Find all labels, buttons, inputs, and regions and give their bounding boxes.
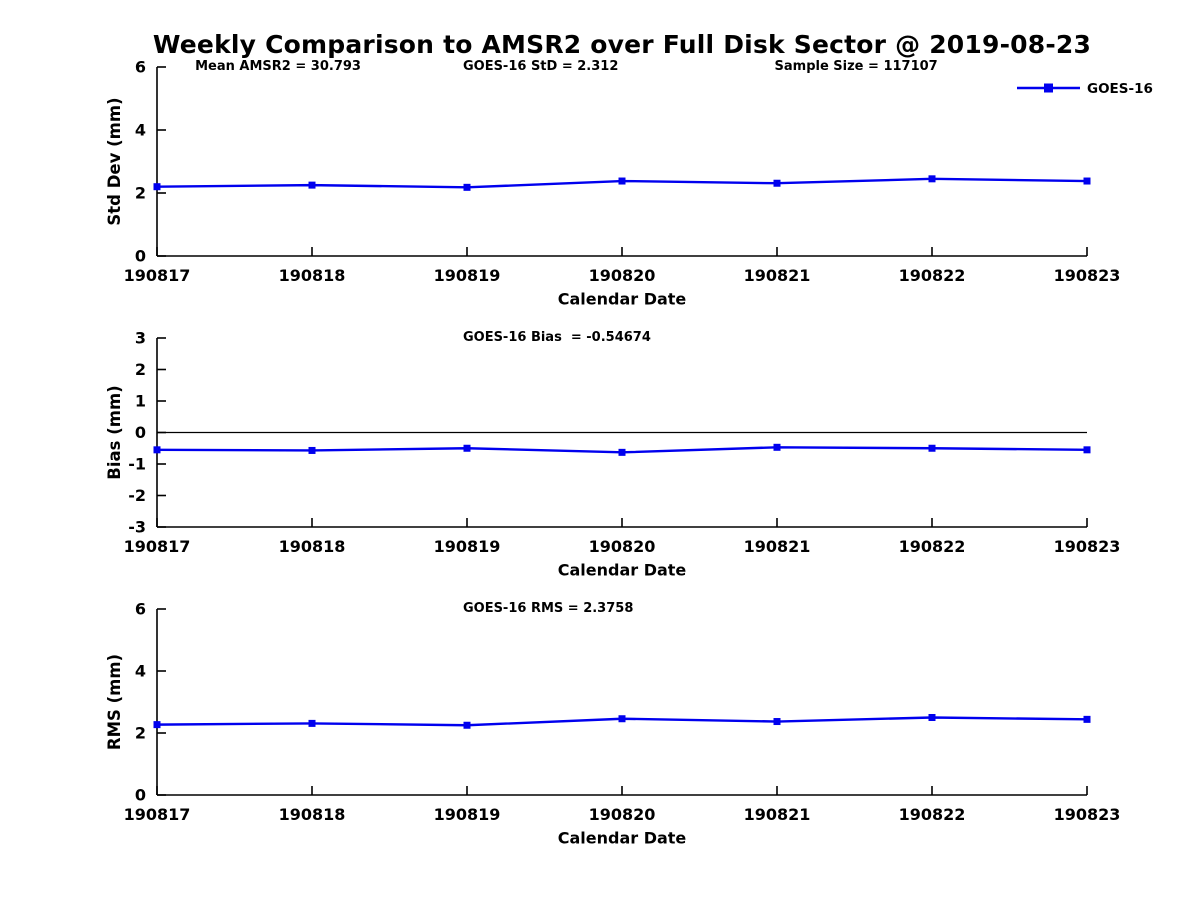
y-tick-label: 2 (135, 360, 146, 379)
goes-16-marker (308, 181, 316, 189)
goes-16-marker (618, 715, 626, 723)
goes-16-marker (308, 719, 316, 727)
goes-16-marker (463, 721, 471, 729)
y-axis-title: Std Dev (mm) (105, 97, 124, 225)
y-tick-label: 6 (135, 600, 146, 619)
goes-16-marker (773, 179, 781, 187)
x-tick-label: 190818 (279, 266, 346, 285)
x-tick-label: 190817 (124, 805, 191, 824)
x-tick-label: 190819 (434, 537, 501, 556)
goes-16-marker (928, 175, 936, 183)
goes-16-marker (618, 448, 626, 456)
goes-16-marker (153, 183, 161, 191)
goes-16-marker (1083, 446, 1091, 454)
y-tick-label: 2 (135, 184, 146, 203)
bias-plot: -3 -2 -1 0 1 2 3 190817 190818 190819 190820 190821… (105, 329, 1120, 580)
x-tick-label: 190817 (124, 266, 191, 285)
std-dev-plot: 0 2 4 6 190817 190818 190819 190820 190821 190822… (105, 58, 1120, 309)
annotation: GOES-16 StD = 2.312 (463, 59, 618, 74)
goes-16-marker (308, 446, 316, 454)
x-axis-title: Calendar Date (558, 829, 687, 848)
annotation: Sample Size = 117107 (775, 59, 938, 74)
x-tick-label: 190818 (279, 805, 346, 824)
x-tick-label: 190821 (744, 805, 811, 824)
legend-marker (1044, 83, 1053, 93)
x-tick-label: 190823 (1054, 537, 1121, 556)
y-tick-label: 2 (135, 724, 146, 743)
goes-16-marker (153, 721, 161, 729)
x-tick-label: 190819 (434, 266, 501, 285)
goes-16-marker (463, 444, 471, 452)
x-tick-label: 190821 (744, 537, 811, 556)
y-tick-label: -1 (128, 455, 146, 474)
goes-16-marker (1083, 177, 1091, 185)
x-tick-label: 190817 (124, 537, 191, 556)
annotation: GOES-16 Bias = -0.54674 (463, 330, 651, 345)
y-tick-label: 0 (135, 247, 146, 266)
x-tick-label: 190818 (279, 537, 346, 556)
y-tick-label: 4 (135, 662, 146, 681)
rms-plot: 0 2 4 6 190817 190818 190819 190820 190821 190822… (105, 600, 1120, 848)
y-tick-label: 1 (135, 392, 146, 411)
y-tick-label: -3 (128, 518, 146, 537)
goes-16-marker (773, 443, 781, 451)
y-tick-label: 4 (135, 121, 146, 140)
x-tick-label: 190819 (434, 805, 501, 824)
goes-16-marker (928, 444, 936, 452)
y-tick-label: -2 (128, 486, 146, 505)
legend-label: GOES-16 (1087, 81, 1153, 97)
figure-title: Weekly Comparison to AMSR2 over Full Dis… (152, 30, 1092, 59)
y-axis-title: Bias (mm) (105, 385, 124, 479)
y-tick-label: 0 (135, 786, 146, 805)
annotation: Mean AMSR2 = 30.793 (195, 59, 361, 74)
x-tick-label: 190823 (1054, 266, 1121, 285)
x-tick-label: 190820 (589, 266, 656, 285)
goes-16-marker (1083, 715, 1091, 723)
x-tick-label: 190820 (589, 537, 656, 556)
y-tick-label: 6 (135, 58, 146, 77)
x-tick-label: 190822 (899, 805, 966, 824)
x-axis-title: Calendar Date (558, 290, 687, 309)
goes-16-marker (463, 183, 471, 191)
annotation: GOES-16 RMS = 2.3758 (463, 601, 633, 616)
y-tick-label: 3 (135, 329, 146, 348)
x-tick-label: 190821 (744, 266, 811, 285)
x-tick-label: 190820 (589, 805, 656, 824)
x-tick-label: 190823 (1054, 805, 1121, 824)
x-axis-title: Calendar Date (558, 561, 687, 580)
y-tick-label: 0 (135, 423, 146, 442)
x-tick-label: 190822 (899, 266, 966, 285)
goes-16-marker (618, 177, 626, 185)
y-axis-title: RMS (mm) (105, 654, 124, 750)
legend: GOES-16 (1017, 81, 1153, 97)
goes-16-marker (928, 714, 936, 721)
goes-16-marker (153, 446, 161, 454)
goes-16-marker (773, 718, 781, 726)
x-tick-label: 190822 (899, 537, 966, 556)
